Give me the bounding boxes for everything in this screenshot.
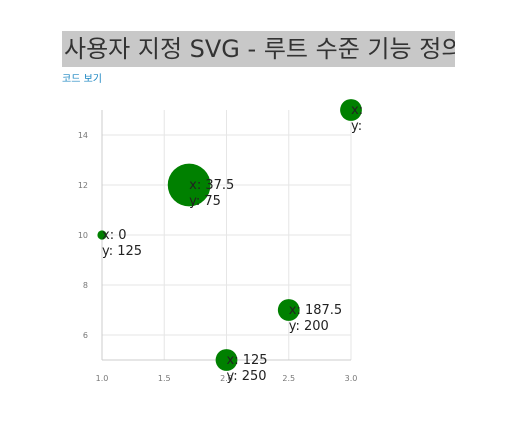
x-tick-label: 1.0	[96, 374, 109, 383]
point-label-y: y: 200	[289, 319, 329, 334]
y-tick-label: 14	[78, 131, 88, 140]
point-label-x: x: 125	[227, 353, 268, 368]
tick-label-layer: 1.0 1.5 2.0 2.5 3.0 6 8 10 12 14	[78, 131, 358, 383]
point-label-x: x: 187.5	[289, 303, 342, 318]
x-tick-label: 1.5	[158, 374, 171, 383]
grid-layer	[102, 110, 352, 360]
point-label-y: y:	[351, 119, 362, 134]
scatter-point[interactable]	[215, 349, 238, 371]
point-layer	[97, 99, 362, 371]
x-tick-label: 2.5	[282, 374, 295, 383]
scatter-point[interactable]	[277, 299, 300, 321]
point-label-y: y: 250	[227, 369, 267, 384]
x-tick-label: 3.0	[345, 374, 358, 383]
point-label-x: x:	[351, 103, 363, 118]
x-tick-label: 2.0	[220, 374, 233, 383]
y-tick-label: 10	[78, 231, 88, 240]
y-tick-label: 8	[83, 281, 88, 290]
y-tick-label: 6	[83, 331, 88, 340]
point-label-y: y: 75	[189, 194, 221, 209]
point-label-x: x: 37.5	[189, 178, 234, 193]
y-tick-label: 12	[78, 181, 88, 190]
scatter-point[interactable]	[167, 163, 211, 207]
scatter-point[interactable]	[97, 230, 107, 240]
view-code-link[interactable]: 코드 보기	[62, 74, 102, 85]
point-label-x: x: 0	[102, 228, 126, 243]
page-title: 사용자 지정 SVG - 루트 수준 기능 정의	[62, 31, 455, 67]
point-label-y: y: 125	[102, 244, 142, 259]
scatter-point[interactable]	[340, 99, 362, 121]
